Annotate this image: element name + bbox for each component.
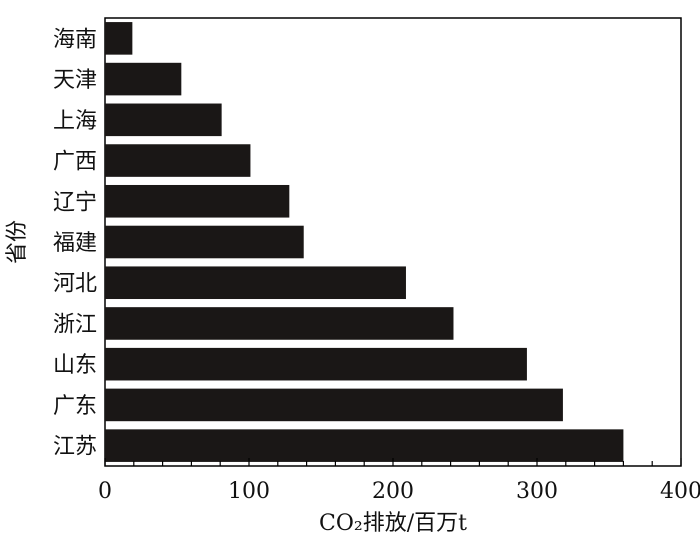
- bar-海南: [105, 22, 133, 55]
- x-tick-label: 200: [372, 479, 414, 504]
- category-label: 浙江: [53, 312, 97, 337]
- bar-山东: [105, 347, 527, 381]
- category-label: 广西: [53, 150, 97, 175]
- category-label: 海南: [53, 27, 97, 52]
- category-label: 福建: [53, 231, 97, 256]
- bar-浙江: [105, 307, 454, 340]
- x-tick-label: 100: [228, 479, 270, 504]
- category-label: 河北: [53, 272, 97, 297]
- category-label: 江苏: [53, 435, 97, 460]
- bar-广东: [105, 388, 563, 422]
- x-tick-label: 0: [98, 479, 112, 504]
- x-tick-label: 400: [660, 479, 700, 504]
- x-axis-label: CO₂排放/百万t: [319, 511, 467, 536]
- category-label: 上海: [53, 109, 97, 134]
- category-label: 天津: [53, 68, 97, 93]
- bar-河北: [105, 266, 406, 300]
- category-label: 广东: [53, 394, 97, 419]
- x-tick-label: 300: [516, 479, 558, 504]
- bar-福建: [105, 225, 304, 259]
- category-label: 辽宁: [53, 190, 97, 215]
- bar-上海: [105, 103, 222, 137]
- bar-广西: [105, 144, 251, 177]
- bar-天津: [105, 62, 182, 96]
- bar-江苏: [105, 429, 624, 462]
- category-label: 山东: [53, 353, 97, 378]
- bar-辽宁: [105, 184, 290, 218]
- y-axis-label: 省份: [5, 220, 30, 264]
